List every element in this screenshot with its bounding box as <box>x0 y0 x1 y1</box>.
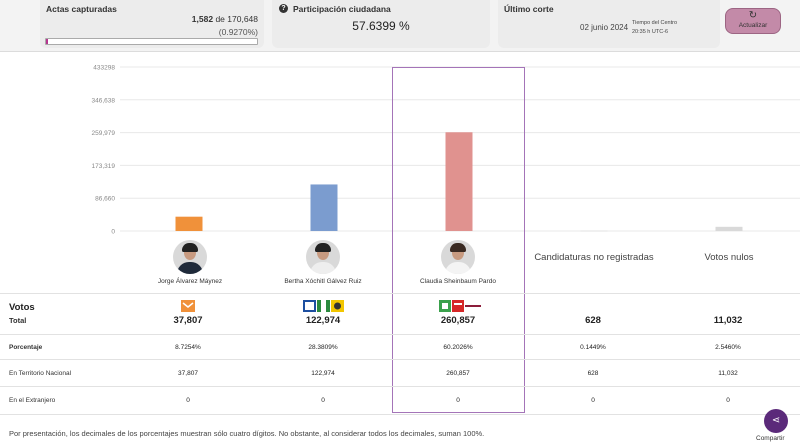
y-tick-label: 433298 <box>93 65 115 72</box>
pvem-pt-morena-logos <box>439 300 481 312</box>
bar-2[interactable] <box>310 184 338 231</box>
total-cell-4: 628 <box>585 315 601 326</box>
nacional-cell-1: 37,807 <box>178 370 198 377</box>
avatar-candidate-1 <box>173 240 207 274</box>
share-button[interactable]: ⋖ <box>764 409 788 433</box>
percent-cell-5: 2.5460% <box>715 344 741 351</box>
column-no-registradas: Candidaturas no registradas <box>534 252 654 263</box>
candidate-name-3: Claudia Sheinbaum Pardo <box>420 278 496 285</box>
nacional-cell-3: 260,857 <box>446 370 470 377</box>
mc-party-logo <box>181 300 195 312</box>
total-label: Total <box>9 316 27 325</box>
candidate-name-1: Jorge Álvarez Máynez <box>157 278 223 285</box>
column-votos-nulos: Votos nulos <box>704 252 754 263</box>
table-divider <box>0 359 800 360</box>
y-tick-label: 346,638 <box>92 97 116 104</box>
bar-5[interactable] <box>715 226 743 231</box>
actas-count: 1,582 de 170,648 <box>192 14 258 24</box>
corte-tz-line2: 20:35 h UTC-6 <box>632 29 669 35</box>
top-summary-bar: Actas capturadas 1,582 de 170,648 (0.927… <box>0 0 800 52</box>
share-icon: ⋖ <box>771 415 781 426</box>
avatar-candidate-2 <box>306 240 340 274</box>
total-cell-2: 122,974 <box>305 315 341 326</box>
avatar-hair <box>450 243 466 252</box>
table-divider <box>0 293 800 294</box>
corte-card: Último corte 02 junio 2024 Tiempo del Ce… <box>498 0 720 48</box>
nacional-cell-5: 11,032 <box>718 370 738 377</box>
nacional-label: En Territorio Nacional <box>9 370 72 377</box>
avatar-body <box>177 262 203 274</box>
participacion-card: ? Participación ciudadana 57.6399 % <box>272 0 490 48</box>
avatar-hair <box>182 243 198 252</box>
percent-cell-3: 60.2026% <box>443 344 473 351</box>
corte-tz-line1: Tiempo del Centro <box>632 20 678 26</box>
actas-percent: (0.9270%) <box>218 27 258 37</box>
actas-card: Actas capturadas 1,582 de 170,648 (0.927… <box>40 0 264 48</box>
percent-cell-1: 8.7254% <box>175 344 201 351</box>
candidate-name-2: Bertha Xóchitl Gálvez Ruiz <box>284 278 362 285</box>
participacion-title: Participación ciudadana <box>293 4 391 14</box>
refresh-button[interactable]: ↻ Actualizar <box>725 8 781 34</box>
actas-progress-bar <box>45 38 258 45</box>
extranjero-cell-4: 0 <box>591 397 595 404</box>
participacion-value: 57.6399 % <box>352 19 410 33</box>
y-tick-label: 173,319 <box>92 163 116 170</box>
y-tick-label: 86,660 <box>95 196 115 203</box>
avatar-hair <box>315 243 331 252</box>
winner-highlight <box>392 67 525 413</box>
table-divider <box>0 386 800 387</box>
actas-captured: 1,582 <box>191 14 214 24</box>
total-cell-5: 11,032 <box>713 315 743 326</box>
avatar-body <box>445 262 471 274</box>
extranjero-cell-2: 0 <box>321 397 325 404</box>
corte-date: 02 junio 2024 <box>580 23 629 32</box>
table-divider <box>0 414 800 415</box>
y-tick-label: 259,979 <box>92 130 116 137</box>
total-cell-1: 37,807 <box>173 315 203 326</box>
nacional-cell-4: 628 <box>587 370 599 377</box>
share-label: Compartir <box>756 435 785 442</box>
extranjero-cell-3: 0 <box>456 397 460 404</box>
avatar-candidate-3 <box>441 240 475 274</box>
refresh-icon: ↻ <box>748 10 758 21</box>
nacional-cell-2: 122,974 <box>311 370 335 377</box>
bar-1[interactable] <box>175 216 203 231</box>
percent-cell-2: 28.3809% <box>308 344 338 351</box>
votes-bar-chart: 433298 346,638 259,979 173,319 86,660 0 <box>92 65 800 236</box>
corte-timezone: Tiempo del Centro 20:35 h UTC-6 <box>632 19 677 37</box>
footer-note: Por presentación, los decimales de los p… <box>9 429 485 438</box>
actas-progress-fill <box>46 39 48 44</box>
extranjero-cell-1: 0 <box>186 397 190 404</box>
corte-title: Último corte <box>504 4 554 14</box>
avatar-body <box>310 262 336 274</box>
actas-total: de 170,648 <box>215 14 258 24</box>
refresh-label: Actualizar <box>738 22 768 29</box>
pan-pri-prd-logos <box>303 300 344 312</box>
actas-title: Actas capturadas <box>46 4 117 14</box>
percent-cell-4: 0.1449% <box>580 344 606 351</box>
bar-4[interactable] <box>580 230 608 232</box>
extranjero-cell-5: 0 <box>726 397 730 404</box>
table-divider <box>0 334 800 335</box>
question-icon[interactable]: ? <box>279 4 288 13</box>
bar-3[interactable] <box>445 132 473 231</box>
y-tick-label: 0 <box>111 229 115 236</box>
extranjero-label: En el Extranjero <box>9 397 56 404</box>
votos-title: Votos <box>9 302 35 313</box>
porcentaje-label: Porcentaje <box>9 344 43 351</box>
total-cell-3: 260,857 <box>440 315 476 326</box>
